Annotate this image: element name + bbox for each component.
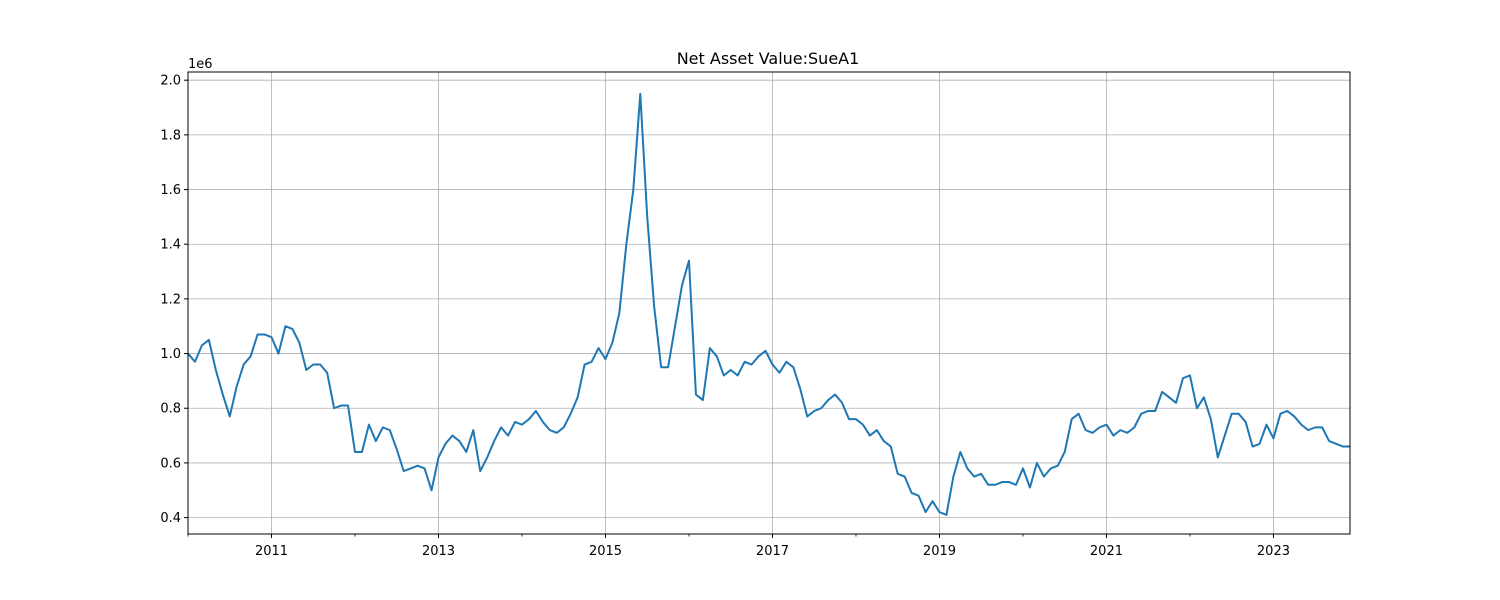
y-offset-label: 1e6 <box>188 57 213 72</box>
y-tick-label: 0.8 <box>160 402 181 417</box>
x-tick-label: 2019 <box>923 544 956 559</box>
y-tick-label: 1.8 <box>160 128 181 143</box>
y-tick-label: 2.0 <box>160 74 181 89</box>
x-tick-label: 2021 <box>1090 544 1123 559</box>
x-tick-label: 2013 <box>422 544 455 559</box>
x-tick-label: 2011 <box>255 544 288 559</box>
y-tick-label: 1.2 <box>160 292 181 307</box>
series-line <box>187 92 1350 516</box>
chart-title: Net Asset Value:SueA1 <box>677 49 860 68</box>
x-tick-label: 2017 <box>756 544 789 559</box>
plot-frame <box>187 71 1351 535</box>
grid-lines <box>188 72 1350 534</box>
y-tick-label: 0.6 <box>160 456 181 471</box>
y-tick-label: 0.4 <box>160 511 181 526</box>
series-layer <box>187 92 1350 516</box>
axes: 0.4 0.6 0.8 1.0 1.2 1.4 1.6 1.8 2.0 2011 2013 2015 2… <box>160 74 1290 559</box>
y-tick-label: 1.4 <box>160 238 181 253</box>
y-tick-label: 1.0 <box>160 347 181 362</box>
x-tick-label: 2015 <box>589 544 622 559</box>
y-tick-label: 1.6 <box>160 183 181 198</box>
x-tick-label: 2023 <box>1257 544 1290 559</box>
